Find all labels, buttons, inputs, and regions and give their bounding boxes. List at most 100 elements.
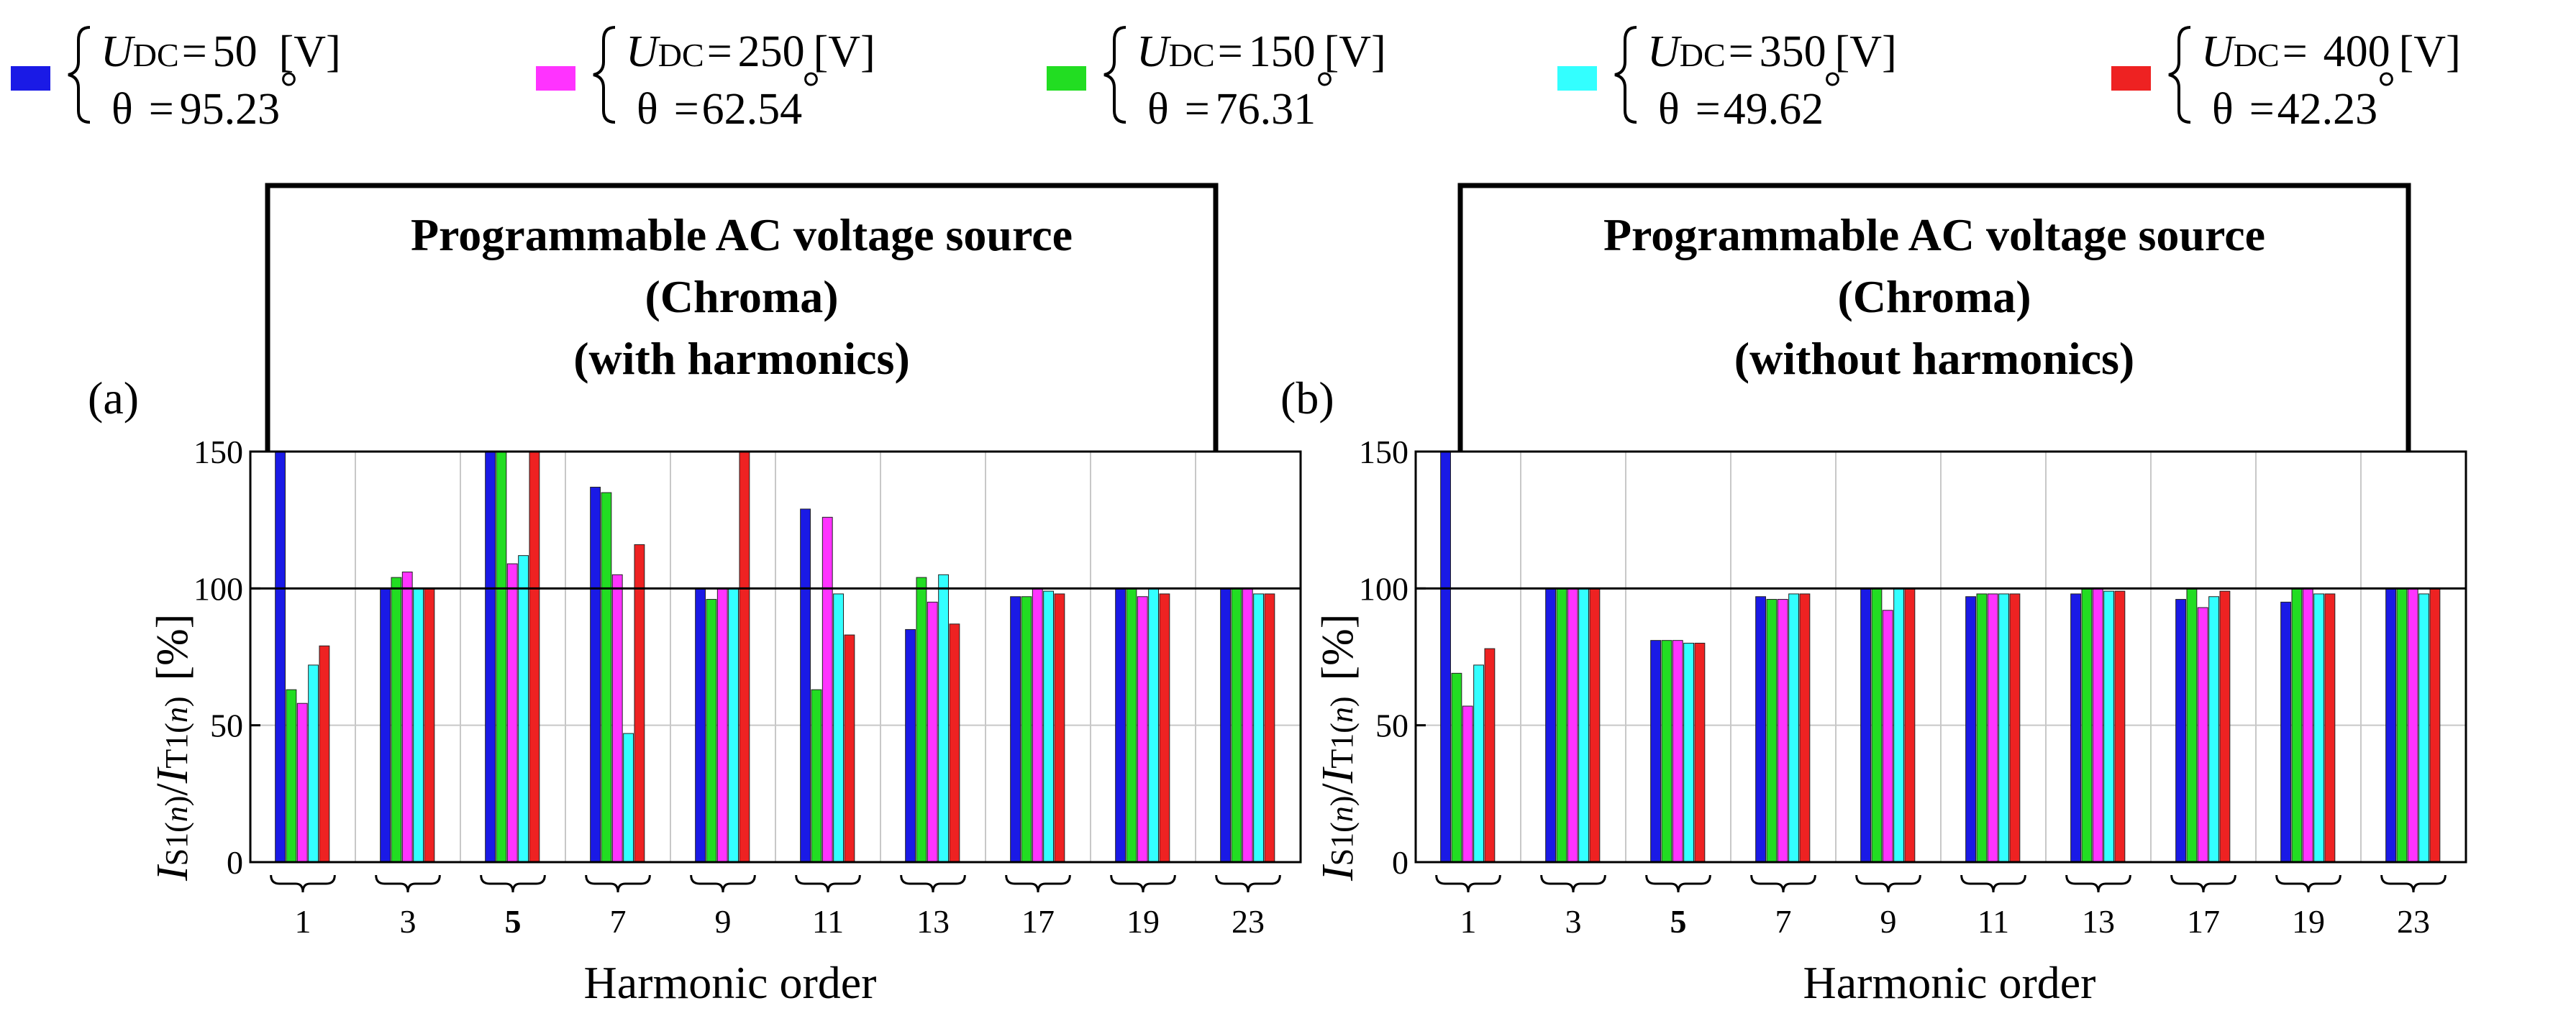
bar (1159, 593, 1170, 863)
bar (286, 689, 297, 863)
legend-u-unit: [V] (2399, 27, 2461, 76)
bar (275, 451, 286, 863)
bar (1473, 664, 1484, 863)
legend-item: UDC= 150 [V] θ = 76.31° (1047, 26, 1386, 134)
legend-u-symbol: U (626, 27, 661, 76)
bar (1987, 593, 1998, 863)
legend-swatch (11, 66, 50, 91)
bar (2103, 590, 2114, 863)
bar (2302, 587, 2313, 863)
bar (1860, 587, 1872, 863)
bar (2313, 593, 2324, 863)
legend-degree: ° (1316, 63, 1334, 112)
bar (833, 593, 844, 863)
legend-u-value: 250 (738, 27, 805, 76)
chart-panel-a: Programmable AC voltage source (Chroma) … (88, 183, 1302, 1008)
x-tick-label: 19 (1127, 903, 1160, 940)
category-brace (900, 874, 966, 893)
legend-brace (1103, 26, 1127, 124)
svg-text:θ=42.23°: θ =42.23° (2212, 63, 2395, 134)
bar (1545, 587, 1557, 863)
legend-theta-value: 62.54 (702, 85, 803, 134)
bar (1220, 587, 1232, 863)
category-brace (1645, 874, 1711, 893)
legend-degree: ° (1824, 63, 1842, 112)
legend-u-unit: [V] (814, 27, 875, 76)
x-tick-label: 17 (2187, 903, 2220, 940)
y-tick-label: 50 (210, 708, 243, 744)
plot-frame (249, 450, 1302, 864)
bar (2197, 607, 2208, 863)
bar (1904, 587, 1916, 863)
bar (296, 702, 308, 863)
bar (1965, 596, 1977, 863)
x-tick-label: 9 (715, 903, 732, 940)
bar (2208, 596, 2219, 863)
svg-text:UDC=350[V]: UDC= 350 [V] (1647, 27, 1897, 76)
bar (938, 574, 949, 863)
legend-eq: = (1218, 27, 1243, 76)
legend-swatch (536, 66, 575, 91)
bar (1650, 640, 1662, 863)
title-box-line: Programmable AC voltage source (411, 209, 1073, 260)
bar (716, 587, 728, 863)
x-tick-label: 19 (2292, 903, 2325, 940)
x-tick-label: 23 (1232, 903, 1265, 940)
category-brace (585, 874, 651, 893)
bar (1661, 640, 1672, 863)
legend-theta-symbol: θ (2212, 85, 2234, 134)
y-tick-label: 0 (1392, 844, 1408, 881)
bar (529, 451, 540, 863)
panel-label: (a) (88, 372, 139, 424)
title-box (265, 183, 1219, 462)
legend-theta-value: 95.23 (180, 85, 281, 134)
bar (1231, 587, 1242, 863)
bar (391, 577, 402, 863)
svg-text:UDC=50[V]: UDC= 50 [V] (101, 27, 341, 76)
bar (2291, 587, 2303, 863)
legend-u-unit: [V] (1324, 27, 1386, 76)
bar (1451, 672, 1462, 863)
category-brace (2380, 874, 2447, 893)
bar (1043, 590, 1054, 863)
bar (1126, 587, 1137, 863)
svg-text:UDC=400[V]: UDC= 400 [V] (2201, 27, 2461, 76)
bar (1672, 640, 1683, 863)
bar (1484, 648, 1496, 863)
bar (811, 689, 822, 863)
legend-u-value: 50 (213, 27, 258, 76)
legend-eq: = (1185, 85, 1210, 134)
title-box-line: (Chroma) (1838, 271, 2031, 322)
legend-u-sub: DC (2234, 37, 2280, 73)
legend-u-value: 150 (1249, 27, 1316, 76)
legend: UDC= 50 [V] θ = 95.23° UDC= 250 [V] θ =62.54° U… (11, 26, 2461, 134)
bar (1893, 587, 1904, 863)
y-tick-label: 100 (1359, 570, 1408, 607)
y-tick-label: 50 (1375, 708, 1408, 744)
bar (1766, 599, 1778, 863)
y-axis-label: IS1(n)/IT1(n)[%] (148, 614, 197, 882)
bar (623, 733, 634, 863)
bar (728, 587, 739, 863)
legend-theta-value: 49.62 (1724, 85, 1824, 134)
legend-theta-value: 76.31 (1216, 85, 1316, 134)
bar (2324, 593, 2336, 863)
plot-frame (1414, 450, 2467, 864)
chart-panel-b: Programmable AC voltage source (Chroma) … (1280, 183, 2467, 1008)
x-tick-label: 7 (610, 903, 627, 940)
category-brace (1005, 874, 1071, 893)
x-tick-label: 23 (2397, 903, 2430, 940)
svg-text:θ=62.54°: θ =62.54° (637, 63, 820, 134)
bar (1799, 593, 1811, 863)
bar (319, 645, 330, 863)
bar (1777, 599, 1788, 863)
category-brace (375, 874, 441, 893)
legend-u-symbol: U (2201, 27, 2236, 76)
legend-eq: = (1729, 27, 1754, 76)
bar (1578, 587, 1589, 863)
legend-u-symbol: U (1137, 27, 1172, 76)
bar (590, 486, 601, 863)
bar (1556, 587, 1567, 863)
